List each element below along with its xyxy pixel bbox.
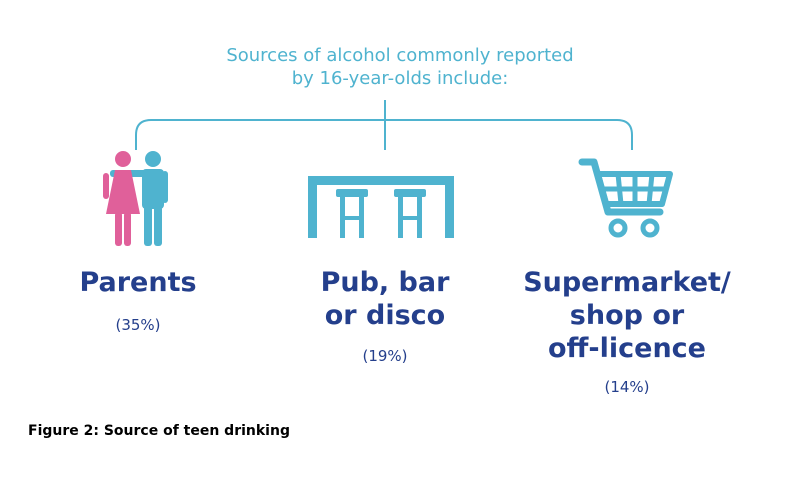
intro-line-2: by 16-year-olds include:: [291, 68, 509, 89]
source-percent-parents: (35%): [115, 316, 161, 334]
bar-counter-icon: [308, 176, 454, 238]
source-label-line: Parents: [79, 267, 197, 298]
source-label-supermarket: Supermarket/ shop or off-licence: [500, 266, 754, 365]
intro-line-1: Sources of alcohol commonly reported: [226, 45, 574, 66]
source-label-line: Pub, bar: [320, 267, 450, 298]
source-label-line: shop or: [569, 300, 685, 331]
source-label-line: off-licence: [548, 333, 706, 364]
source-label-pub: Pub, bar or disco: [280, 266, 490, 332]
figure-caption: Figure 2: Source of teen drinking: [28, 423, 290, 439]
parents-icon: [103, 151, 168, 246]
source-label-line: or disco: [324, 300, 446, 331]
source-percent-pub: (19%): [362, 347, 408, 365]
intro-text: Sources of alcohol commonly reported by …: [180, 44, 620, 90]
source-label-parents: Parents: [50, 266, 226, 299]
shopping-cart-icon: [578, 158, 673, 238]
source-percent-supermarket: (14%): [604, 378, 650, 396]
source-label-line: Supermarket/: [523, 267, 731, 298]
